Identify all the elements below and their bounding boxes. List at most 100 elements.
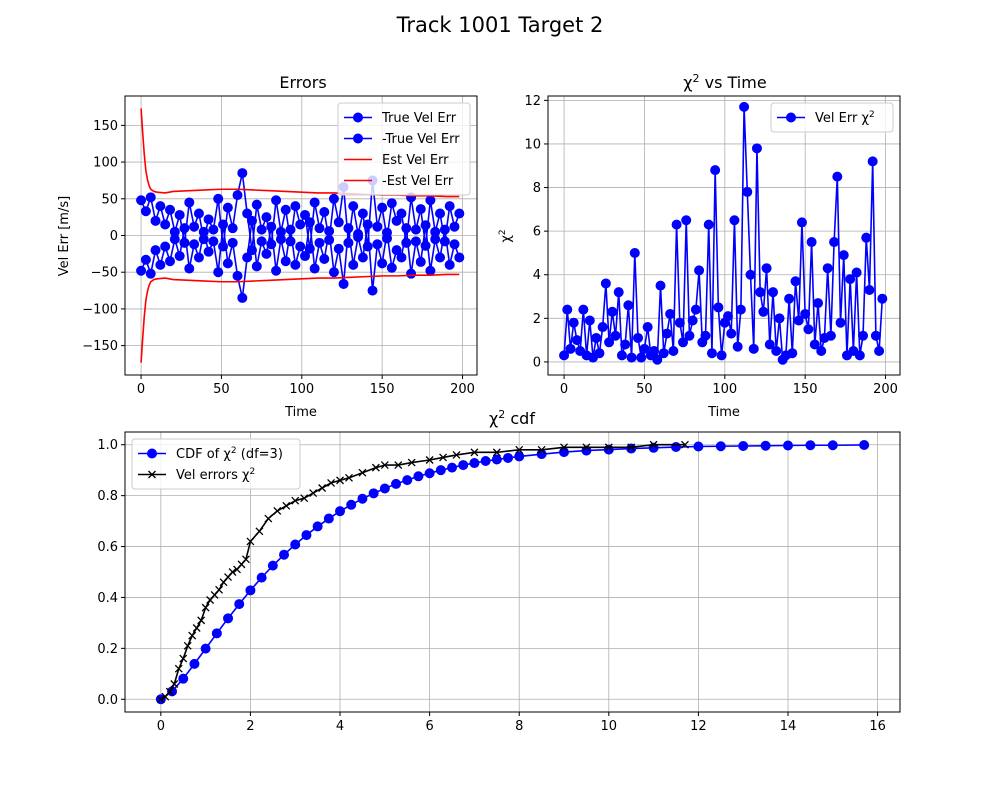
- data-point: [597, 322, 608, 333]
- data-point: [684, 330, 695, 341]
- data-point: [607, 306, 618, 317]
- data-point: [732, 341, 743, 352]
- data-point: [251, 261, 262, 272]
- y-tick-label: 0.6: [97, 540, 118, 555]
- y-tick-label: 0.0: [97, 693, 118, 708]
- data-point: [357, 208, 368, 219]
- legend-entry: CDF of χ2​ (df=3): [138, 446, 283, 462]
- data-point: [793, 315, 804, 326]
- data-point: [877, 293, 888, 304]
- x-tick-label: 150: [370, 382, 395, 397]
- data-point: [492, 448, 501, 457]
- data-point: [806, 237, 817, 248]
- data-point: [800, 308, 811, 319]
- y-tick-label: 1.0: [97, 438, 118, 453]
- data-point: [515, 445, 524, 454]
- chi2-time-plot: χ2 vs Time Time χ2 0 50 100 150 200 0 2 4 6 8 10 12…: [498, 72, 901, 420]
- chi2-cdf-plot: χ2 cdf 0 2 4 6 8 10 12 14 16 0.0 0.2 0.4 0.6 0.8 1.0 CD…: [97, 408, 901, 734]
- data-point: [665, 308, 676, 319]
- data-point: [454, 208, 465, 219]
- data-point: [626, 352, 637, 363]
- data-point: [197, 616, 206, 625]
- data-point: [470, 448, 479, 457]
- data-point: [674, 317, 685, 328]
- data-point: [314, 223, 325, 234]
- data-point: [267, 560, 278, 571]
- data-point: [136, 265, 147, 276]
- data-point: [246, 215, 257, 226]
- data-point: [745, 269, 756, 280]
- data-point: [655, 280, 666, 291]
- data-point: [610, 330, 621, 341]
- errors-title: Errors: [279, 73, 326, 92]
- data-point: [774, 313, 785, 324]
- y-tick-label: 0.8: [97, 489, 118, 504]
- data-point: [661, 328, 672, 339]
- data-point: [604, 443, 613, 452]
- data-point: [155, 259, 166, 270]
- legend-entry: Vel Err χ2​: [777, 110, 875, 126]
- data-point: [367, 285, 378, 296]
- data-point: [198, 226, 209, 237]
- data-point: [425, 195, 436, 206]
- data-point: [629, 247, 640, 258]
- axes-frame: [547, 95, 901, 376]
- data-point: [170, 680, 179, 688]
- data-point: [768, 287, 779, 298]
- data-point: [758, 306, 769, 317]
- data-point: [706, 348, 717, 359]
- data-point: [449, 239, 460, 250]
- data-point: [825, 330, 836, 341]
- chi2-cdf-plot-area: [155, 439, 870, 705]
- data-point: [444, 259, 455, 270]
- data-point: [183, 641, 192, 650]
- data-point: [318, 484, 327, 492]
- y-tick-label: 8: [533, 181, 541, 196]
- legend-label: -True Vel Err: [382, 132, 460, 147]
- data-point: [394, 461, 403, 470]
- data-point: [678, 337, 689, 348]
- data-point: [273, 506, 282, 515]
- data-point: [402, 475, 413, 486]
- data-point: [150, 215, 161, 226]
- data-point: [439, 224, 450, 235]
- chi2-time-ylabel: χ2: [498, 229, 514, 242]
- data-point: [439, 453, 448, 462]
- data-point: [681, 215, 692, 226]
- y-tick-label: 150: [93, 119, 118, 134]
- x-tick-label: 0: [560, 382, 568, 397]
- data-point: [710, 165, 721, 176]
- data-point: [652, 354, 663, 365]
- chi2-time-plot-area: [559, 101, 888, 365]
- data-point: [796, 217, 807, 228]
- data-point: [193, 208, 204, 219]
- data-point: [514, 451, 525, 462]
- data-point: [690, 304, 701, 315]
- data-point: [227, 223, 238, 234]
- data-point: [613, 287, 624, 298]
- data-point: [295, 241, 306, 252]
- legend-entry: -True Vel Err: [344, 132, 460, 147]
- data-point: [687, 315, 698, 326]
- y-tick-label: 10: [524, 137, 541, 152]
- errors-legend: True Vel Err -True Vel Err Est Vel Err -Est…: [337, 102, 471, 196]
- data-point: [261, 248, 272, 259]
- legend-label: CDF of χ2​ (df=3): [176, 446, 283, 462]
- data-point: [140, 254, 151, 265]
- data-point: [604, 337, 615, 348]
- chi2-cdf-legend: CDF of χ2​ (df=3) Vel errors χ2​: [131, 438, 301, 490]
- data-point: [193, 252, 204, 263]
- data-point: [314, 237, 325, 248]
- data-point: [620, 339, 631, 350]
- data-point: [174, 251, 185, 262]
- data-point: [178, 673, 189, 684]
- data-point: [452, 450, 461, 459]
- data-point: [694, 265, 705, 276]
- data-point: [291, 496, 300, 505]
- data-point: [324, 226, 335, 237]
- data-point: [713, 302, 724, 313]
- data-point: [261, 212, 272, 223]
- data-point: [626, 443, 637, 454]
- legend-entry: Est Vel Err: [344, 153, 449, 168]
